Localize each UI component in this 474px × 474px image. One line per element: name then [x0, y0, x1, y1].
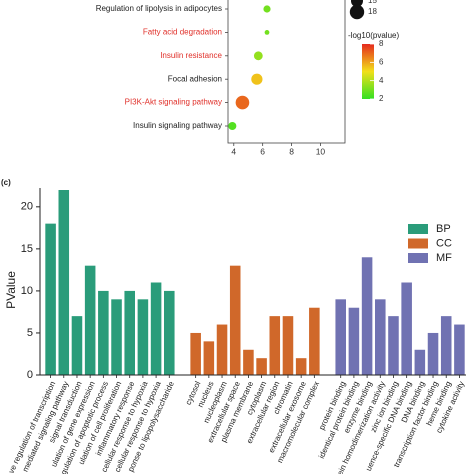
size-legend-key	[351, 0, 363, 7]
bubble	[253, 51, 263, 61]
color-legend-title: -log10(pvalue)	[348, 31, 399, 40]
legend-label: BP	[436, 223, 451, 235]
bar	[269, 316, 281, 375]
bar	[388, 316, 399, 375]
legend-label: CC	[436, 237, 452, 249]
size-legend-key	[349, 4, 365, 20]
y-tick-label: PI3K-Akt signaling pathway	[125, 98, 222, 107]
size-legend-label: 18	[368, 7, 377, 16]
legend-key	[408, 238, 428, 249]
y-tick-label: Insulin signaling pathway	[133, 121, 222, 130]
bar	[229, 265, 241, 375]
bar	[124, 290, 135, 375]
bar	[335, 299, 346, 375]
color-bar-label: 2	[379, 94, 384, 103]
y-tick-label: Focal adhesion	[168, 74, 222, 83]
bar	[243, 349, 254, 375]
size-legend-label: 15	[368, 0, 377, 5]
bar	[282, 316, 294, 375]
bar	[203, 341, 215, 375]
plot-frame	[227, 0, 346, 144]
legend-label: MF	[436, 252, 452, 264]
y-tick-label: Insulin resistance	[160, 51, 222, 60]
bar	[190, 332, 201, 375]
bar	[216, 324, 228, 375]
bubble	[251, 73, 263, 85]
bar	[84, 265, 96, 375]
bar	[309, 307, 320, 375]
bubble	[263, 5, 271, 13]
x-tick-label: 4	[231, 146, 236, 156]
bar	[454, 324, 465, 375]
y-tick-label: 10	[21, 285, 33, 297]
bubble	[228, 122, 237, 130]
bar	[164, 290, 175, 375]
y-tick-label: Regulation of lipolysis in adipocytes	[96, 4, 222, 13]
legend-key	[408, 224, 428, 234]
bubble	[235, 95, 250, 110]
bar	[58, 190, 70, 375]
bubble	[264, 30, 270, 35]
x-tick-label: 8	[289, 146, 294, 156]
bar	[375, 299, 386, 375]
bar	[427, 332, 439, 375]
bar	[137, 299, 149, 375]
legend-key	[408, 253, 428, 263]
x-tick-label: 6	[260, 146, 265, 156]
bar	[111, 299, 122, 375]
bar	[361, 257, 373, 375]
y-tick-label: Fatty acid degradation	[143, 28, 222, 37]
bar	[440, 316, 452, 375]
bar	[414, 349, 426, 375]
y-tick-label: 20	[21, 201, 33, 213]
x-tick-label: 10	[316, 146, 326, 156]
bar	[150, 282, 162, 375]
bar	[256, 358, 267, 375]
bar	[295, 358, 307, 375]
panel-label: (c)	[1, 178, 11, 187]
color-bar	[362, 44, 374, 99]
bar	[98, 290, 109, 375]
bar	[45, 223, 56, 375]
bar	[71, 316, 83, 375]
bar	[348, 307, 360, 375]
color-bar-label: 6	[379, 57, 384, 66]
y-tick-label: 0	[27, 369, 33, 381]
y-tick-label: 15	[21, 243, 33, 255]
y-tick-label: 5	[27, 327, 33, 339]
color-bar-label: 8	[379, 39, 384, 48]
bar	[401, 282, 412, 375]
y-axis-label: PValue	[4, 271, 18, 309]
color-bar-label: 4	[379, 76, 384, 85]
